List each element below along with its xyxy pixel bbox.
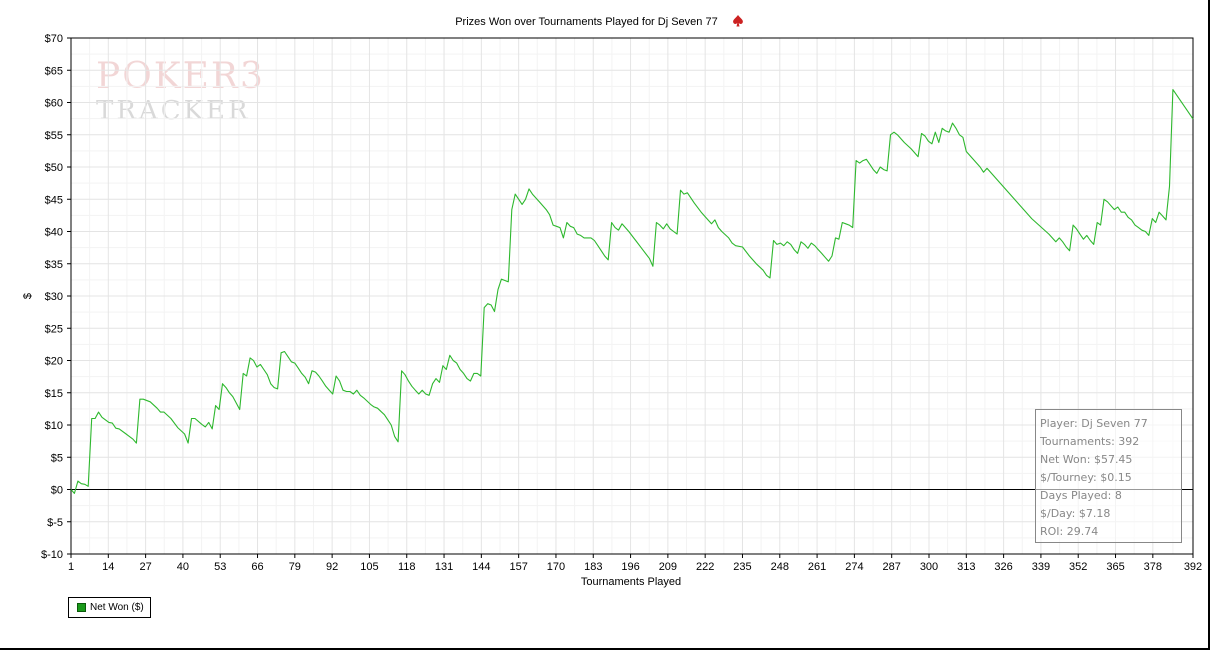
stat-roi: ROI: 29.74	[1040, 525, 1099, 538]
legend-label-net-won: Net Won ($)	[90, 602, 144, 613]
x-tick-label: 131	[435, 561, 453, 573]
y-tick-label: $45	[45, 194, 63, 206]
x-tick-label: 392	[1184, 561, 1202, 573]
x-tick-label: 313	[957, 561, 975, 573]
x-tick-label: 261	[808, 561, 826, 573]
y-tick-label: $-5	[47, 517, 63, 529]
plot-border	[70, 37, 1194, 555]
x-tick-label: 40	[177, 561, 189, 573]
x-tick-label: 339	[1032, 561, 1050, 573]
y-tick-label: $55	[45, 130, 63, 142]
x-tick-label: 222	[696, 561, 714, 573]
chart-title-text: Prizes Won over Tournaments Played for D…	[455, 16, 718, 28]
x-axis-label: Tournaments Played	[580, 576, 682, 588]
y-tick-label: $0	[51, 485, 63, 497]
stat-player: Player: Dj Seven 77	[1040, 417, 1148, 430]
stat-per-day: $/Day: $7.18	[1040, 507, 1111, 520]
x-tick-label: 378	[1144, 561, 1162, 573]
stat-tournaments: Tournaments: 392	[1040, 435, 1140, 448]
y-tick-label: $15	[45, 388, 63, 400]
stat-days-played: Days Played: 8	[1040, 489, 1122, 502]
x-tick-label: 92	[326, 561, 338, 573]
y-tick-label: $65	[45, 65, 63, 77]
x-tick-label: 287	[883, 561, 901, 573]
x-tick-label: 118	[398, 561, 416, 573]
stat-per-tourney: $/Tourney: $0.15	[1040, 471, 1132, 484]
x-tick-label: 157	[509, 561, 527, 573]
chart-legend: Net Won ($)	[68, 597, 151, 618]
x-tick-label: 248	[771, 561, 789, 573]
y-tick-label: $60	[45, 98, 63, 110]
x-tick-label: 365	[1106, 561, 1124, 573]
y-tick-label: $25	[45, 323, 63, 335]
spade-logo-icon	[732, 15, 743, 27]
x-tick-label: 170	[547, 561, 565, 573]
x-tick-label: 196	[621, 561, 639, 573]
x-tick-label: 183	[584, 561, 602, 573]
x-tick-label: 209	[659, 561, 677, 573]
series-line-net-won	[70, 89, 1194, 494]
chart-plot: 1 14 27 40 53 66 79 92 105 118 131 144 157 170 183 196 2…	[41, 33, 1202, 573]
x-tick-label: 66	[251, 561, 263, 573]
y-tick-label: $5	[51, 452, 63, 464]
stat-net-won: Net Won: $57.45	[1040, 453, 1133, 466]
x-tick-label: 53	[214, 561, 226, 573]
y-tick-label: $20	[45, 356, 63, 368]
x-tick-label: 105	[360, 561, 378, 573]
x-tick-label: 326	[994, 561, 1012, 573]
x-tick-label: 79	[289, 561, 301, 573]
y-tick-label: $-10	[41, 549, 63, 561]
chart-title: Prizes Won over Tournaments Played for D…	[0, 14, 1200, 28]
x-tick-label: 300	[920, 561, 938, 573]
y-tick-label: $50	[45, 162, 63, 174]
y-tick-label: $10	[45, 420, 63, 432]
x-tick-label: 274	[845, 561, 863, 573]
x-tick-label: 235	[733, 561, 751, 573]
x-tick-label: 27	[139, 561, 151, 573]
x-tick-label: 14	[102, 561, 114, 573]
y-tick-label: $70	[45, 33, 63, 45]
y-tick-label: $35	[45, 259, 63, 271]
y-tick-label: $30	[45, 291, 63, 303]
x-tick-label: 144	[472, 561, 490, 573]
x-tick-label: 352	[1069, 561, 1087, 573]
player-stats-box: Player: Dj Seven 77 Tournaments: 392 Net…	[1035, 409, 1182, 543]
y-tick-label: $40	[45, 227, 63, 239]
legend-swatch-net-won	[77, 603, 86, 612]
x-tick-label: 1	[68, 561, 74, 573]
